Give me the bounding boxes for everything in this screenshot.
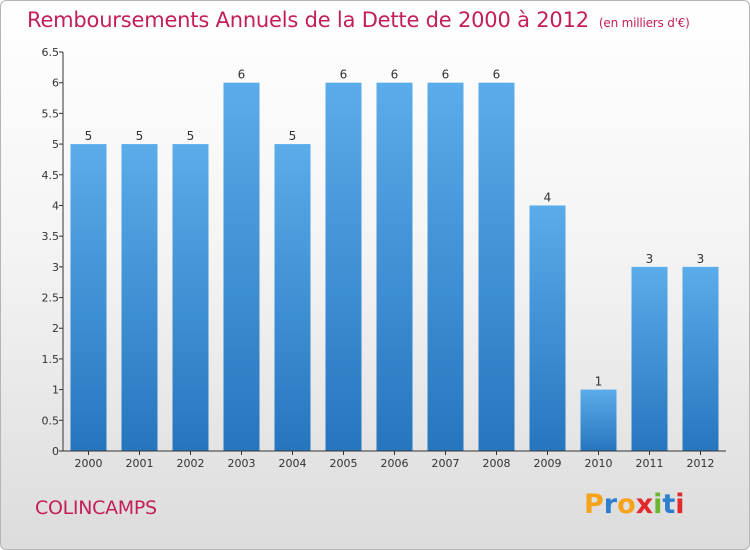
chart-title: Remboursements Annuels de la Dette de 20… (27, 8, 690, 32)
x-tick-label: 2000 (75, 457, 103, 470)
y-tick-label: 1 (52, 384, 59, 397)
value-label: 3 (697, 252, 705, 266)
logo-letter: t (662, 489, 676, 520)
bar-2006 (376, 82, 413, 451)
x-tick-label: 2012 (687, 457, 715, 470)
y-tick-label: 6.5 (42, 46, 60, 59)
value-label: 3 (646, 252, 654, 266)
y-tick-label: 1.5 (42, 353, 60, 366)
bar-2001 (121, 144, 158, 452)
y-tick-label: 4 (52, 199, 59, 212)
bar-2009 (529, 205, 566, 451)
value-label: 6 (391, 68, 399, 82)
y-tick-label: 0.5 (42, 414, 60, 427)
y-tick-label: 2.5 (42, 292, 60, 305)
x-tick-label: 2010 (585, 457, 613, 470)
logo-letter: i (675, 489, 685, 520)
y-tick-label: 2 (52, 322, 59, 335)
y-axis: 0 0.5 1 1.5 2 2.5 3 3.5 4 4.5 5 5.5 6 6.5 (42, 46, 64, 458)
x-tick-label: 2006 (381, 457, 409, 470)
logo-letter: o (617, 489, 636, 520)
value-label: 6 (340, 68, 348, 82)
y-tick-label: 0 (52, 445, 59, 458)
unit-label: (en milliers d'€) (598, 16, 690, 30)
x-tick-label: 2007 (432, 457, 460, 470)
bar-2004 (274, 144, 311, 452)
logo-letter: i (653, 489, 663, 520)
bars: 5 5 5 6 5 6 6 6 6 4 1 3 3 (70, 68, 719, 452)
bar-2008 (478, 82, 515, 451)
y-tick-label: 6 (52, 77, 59, 90)
logo-letter: r (603, 489, 618, 520)
bar-2000 (70, 144, 107, 452)
x-tick-label: 2009 (534, 457, 562, 470)
y-tick-label: 3.5 (42, 230, 60, 243)
value-label: 6 (493, 68, 501, 82)
y-tick-label: 4.5 (42, 169, 60, 182)
x-tick-label: 2002 (177, 457, 205, 470)
bar-2007 (427, 82, 464, 451)
value-label: 5 (85, 129, 93, 143)
value-label: 5 (136, 129, 144, 143)
bar-2003 (223, 82, 260, 451)
y-tick-label: 3 (52, 261, 59, 274)
commune-name: COLINCAMPS (35, 497, 157, 519)
value-label: 1 (595, 375, 603, 389)
x-tick-label: 2004 (279, 457, 307, 470)
value-label: 5 (289, 129, 297, 143)
x-tick-label: 2003 (228, 457, 256, 470)
logo-letter: x (635, 489, 654, 520)
y-tick-label: 5.5 (42, 107, 60, 120)
x-axis: 2000 2001 2002 2003 2004 2005 2006 2007 2008 2009… (63, 450, 726, 470)
logo-letter: P (584, 489, 604, 520)
x-tick-label: 2005 (330, 457, 358, 470)
bar-2010 (580, 389, 617, 451)
x-tick-label: 2011 (636, 457, 664, 470)
x-tick-label: 2001 (126, 457, 154, 470)
y-tick-label: 5 (52, 138, 59, 151)
proxiti-logo: Proxiti (584, 489, 685, 520)
bar-2012 (682, 266, 719, 451)
x-tick-label: 2008 (483, 457, 511, 470)
bar-2005 (325, 82, 362, 451)
value-label: 4 (544, 190, 552, 204)
value-label: 6 (442, 68, 450, 82)
value-label: 6 (238, 68, 246, 82)
value-label: 5 (187, 129, 195, 143)
bar-2002 (172, 144, 209, 452)
bar-2011 (631, 266, 668, 451)
